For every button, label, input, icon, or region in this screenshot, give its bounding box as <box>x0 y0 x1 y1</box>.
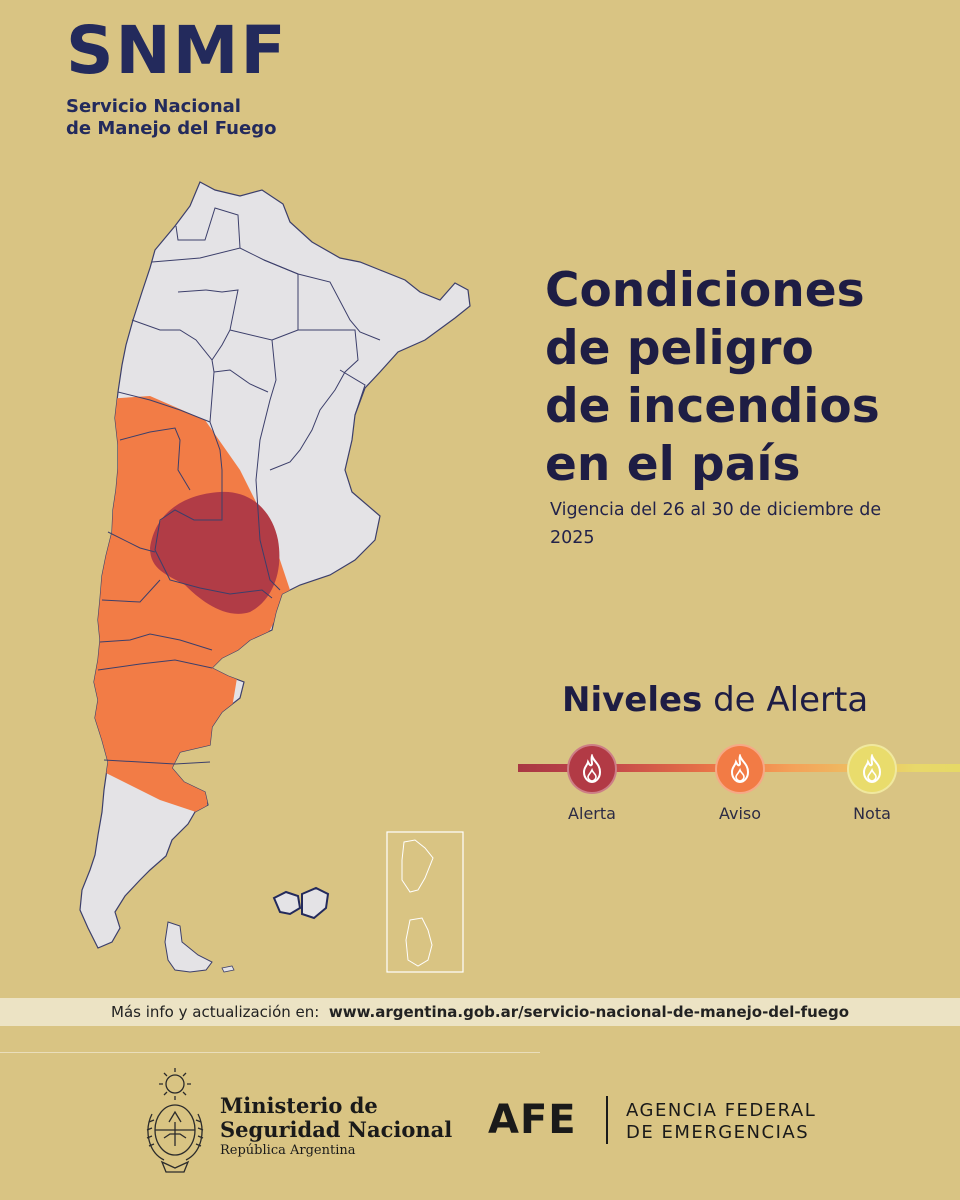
tierra-del-fuego <box>164 921 213 973</box>
level-alerta: Alerta <box>542 744 642 823</box>
ministry-line3: República Argentina <box>220 1143 356 1158</box>
brand-subtitle-line1: Servicio Nacional <box>66 96 241 117</box>
level-aviso: Aviso <box>690 744 790 823</box>
ministry-line2: Seguridad Nacional <box>220 1117 453 1142</box>
aviso-fire-icon <box>715 744 765 794</box>
level-nota: Nota <box>822 744 922 823</box>
province-borders <box>97 207 381 765</box>
info-text: Más info y actualización en: www.argenti… <box>0 998 960 1026</box>
alerta-fire-icon <box>567 744 617 794</box>
snmf-logo: SNMF Servicio Nacional de Manejo del Fue… <box>66 18 288 140</box>
footer-divider <box>0 1052 540 1053</box>
info-prefix: Más info y actualización en: <box>111 1003 320 1021</box>
argentina-fire-danger-map <box>79 181 471 973</box>
levels-heading-bold: Niveles <box>562 680 703 720</box>
level-label: Nota <box>853 804 891 823</box>
title-line2: de peligro <box>545 321 814 376</box>
brand-subtitle-line2: de Manejo del Fuego <box>66 118 277 139</box>
level-label: Alerta <box>568 804 616 823</box>
nota-fire-icon <box>847 744 897 794</box>
islas-malvinas <box>272 886 330 920</box>
info-band: Más info y actualización en: www.argenti… <box>0 998 960 1026</box>
title-line1: Condiciones <box>545 263 865 318</box>
title-line4: en el país <box>545 437 801 492</box>
title-line3: de incendios <box>545 379 880 434</box>
ministry-line1: Ministerio de <box>220 1093 378 1118</box>
ministry-name: Ministerio de Seguridad Nacional Repúbli… <box>220 1094 452 1160</box>
afe-name: AGENCIA FEDERAL DE EMERGENCIAS <box>626 1100 816 1144</box>
afe-line1: AGENCIA FEDERAL <box>626 1100 817 1121</box>
levels-heading: Niveles de Alerta <box>562 680 868 720</box>
ministry-logo: Ministerio de Seguridad Nacional Repúbli… <box>140 1064 452 1180</box>
brand-acronym: SNMF <box>66 12 288 89</box>
afe-line2: DE EMERGENCIAS <box>626 1122 810 1143</box>
page-title: Condiciones de peligro de incendios en e… <box>545 262 880 494</box>
level-label: Aviso <box>718 804 762 823</box>
coat-of-arms-icon <box>146 1068 204 1173</box>
levels-heading-rest: de Alerta <box>702 680 869 720</box>
isla-de-los-estados <box>221 965 235 973</box>
brand-subtitle: Servicio Nacional de Manejo del Fuego <box>66 96 288 140</box>
antarctic-inset <box>386 831 464 973</box>
afe-logo: AFE <box>488 1097 577 1143</box>
validity-period: Vigencia del 26 al 30 de diciembre de 20… <box>550 500 882 548</box>
afe-divider <box>606 1096 608 1144</box>
info-url-link[interactable]: www.argentina.gob.ar/servicio-nacional-d… <box>328 1003 849 1021</box>
